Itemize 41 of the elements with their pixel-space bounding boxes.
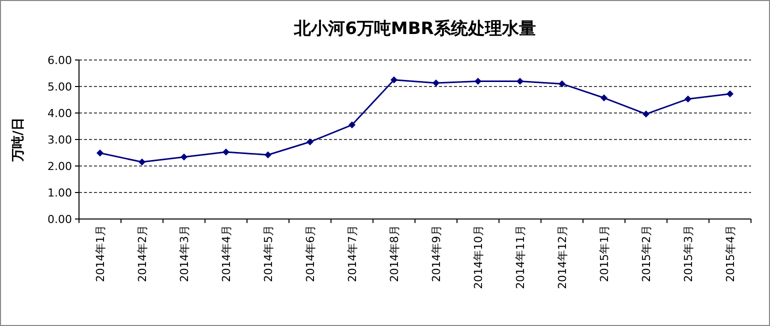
x-tick-label: 2015年1月 — [598, 225, 611, 282]
x-tick-label: 2014年4月 — [220, 225, 233, 282]
chart-title: 北小河6万吨MBR系统处理水量 — [293, 19, 536, 39]
point — [306, 138, 314, 146]
y-tick-label: 5.00 — [48, 80, 72, 94]
x-tick-label: 2014年6月 — [304, 225, 317, 282]
point — [222, 148, 230, 156]
x-tick-label: 2014年1月 — [94, 225, 107, 282]
x-tick-label: 2014年11月 — [514, 225, 527, 289]
point — [180, 153, 188, 160]
x-tick-label: 2015年3月 — [682, 225, 695, 282]
x-tick-label: 2014年10月 — [472, 225, 485, 289]
point — [558, 80, 566, 88]
point — [432, 80, 440, 87]
point — [138, 158, 146, 166]
point — [348, 121, 356, 128]
y-tick-label: 3.00 — [48, 134, 72, 146]
point — [390, 76, 398, 84]
point — [474, 78, 482, 85]
y-tick-label: 1.00 — [48, 186, 72, 200]
y-tick-label: 0.00 — [48, 213, 72, 226]
x-tick-label: 2015年2月 — [640, 225, 653, 282]
x-tick-label: 2014年7月 — [346, 225, 359, 282]
x-tick-label: 2014年5月 — [262, 225, 275, 282]
y-tick-label: 6.00 — [48, 54, 72, 67]
point — [600, 94, 608, 102]
x-tick-label: 2014年12月 — [556, 225, 569, 289]
point — [96, 150, 104, 157]
x-tick-label: 2014年9月 — [430, 225, 443, 282]
point — [726, 90, 734, 98]
x-tick-label: 2014年8月 — [388, 225, 401, 282]
x-tick-label: 2014年2月 — [136, 225, 149, 282]
y-tick-label: 4.00 — [48, 107, 72, 120]
point — [516, 78, 524, 85]
x-tick-label: 2014年3月 — [178, 225, 191, 282]
x-tick-label: 2015年4月 — [724, 225, 737, 282]
y-tick-label: 2.00 — [48, 160, 72, 173]
point — [264, 151, 272, 158]
y-axis-title: 万吨/日 — [11, 118, 26, 162]
point — [684, 95, 692, 102]
point — [642, 110, 650, 118]
